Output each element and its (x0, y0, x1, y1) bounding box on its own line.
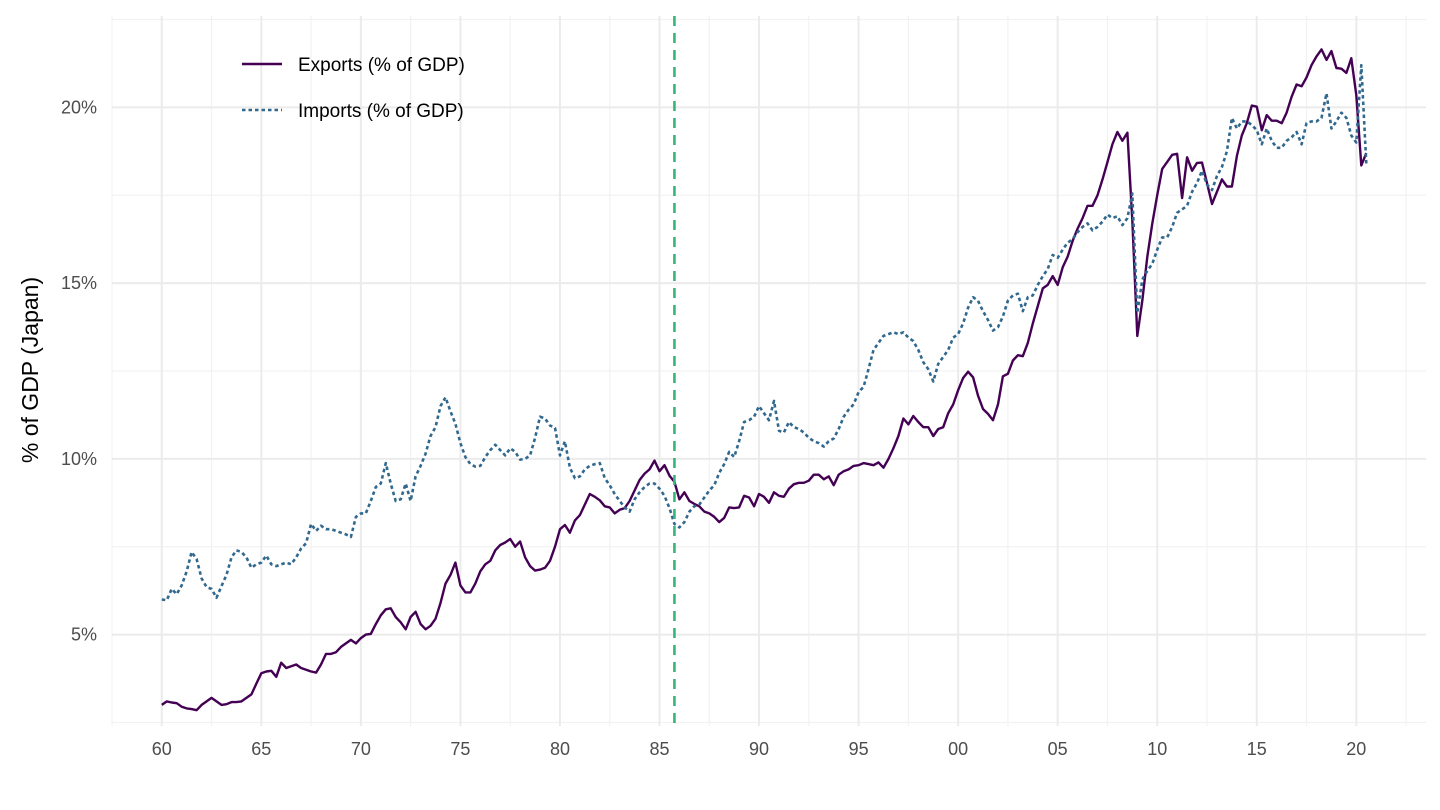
major-gridlines (112, 16, 1426, 726)
x-tick-label: 95 (849, 739, 869, 759)
y-tick-label: 5% (71, 625, 97, 645)
x-tick-label: 10 (1147, 739, 1167, 759)
series-layer (161, 48, 1368, 712)
x-tick-label: 20 (1346, 739, 1366, 759)
legend-label-imports: Imports (% of GDP) (298, 101, 464, 122)
x-tick-label: 60 (152, 739, 172, 759)
x-axis-tick-labels: 60 65 70 75 80 85 90 95 00 05 10 15 20 (152, 739, 1367, 759)
y-axis-tick-labels: 5% 10% 15% 20% (61, 97, 97, 644)
y-tick-label: 10% (61, 449, 97, 469)
legend-label-exports: Exports (% of GDP) (298, 55, 465, 76)
x-tick-label: 05 (1048, 739, 1068, 759)
x-tick-label: 80 (550, 739, 570, 759)
x-tick-label: 65 (251, 739, 271, 759)
series-line-exports (161, 48, 1368, 712)
x-tick-label: 85 (649, 739, 669, 759)
legend: Exports (% of GDP) Imports (% of GDP) (242, 55, 465, 122)
x-tick-label: 75 (450, 739, 470, 759)
x-tick-label: 15 (1247, 739, 1267, 759)
x-tick-label: 70 (351, 739, 371, 759)
series-line-imports (161, 63, 1368, 602)
x-tick-label: 00 (948, 739, 968, 759)
y-axis-title: % of GDP (Japan) (17, 277, 43, 463)
y-tick-label: 15% (61, 273, 97, 293)
x-tick-label: 90 (749, 739, 769, 759)
y-tick-label: 20% (61, 97, 97, 117)
minor-gridlines (111, 16, 1426, 726)
